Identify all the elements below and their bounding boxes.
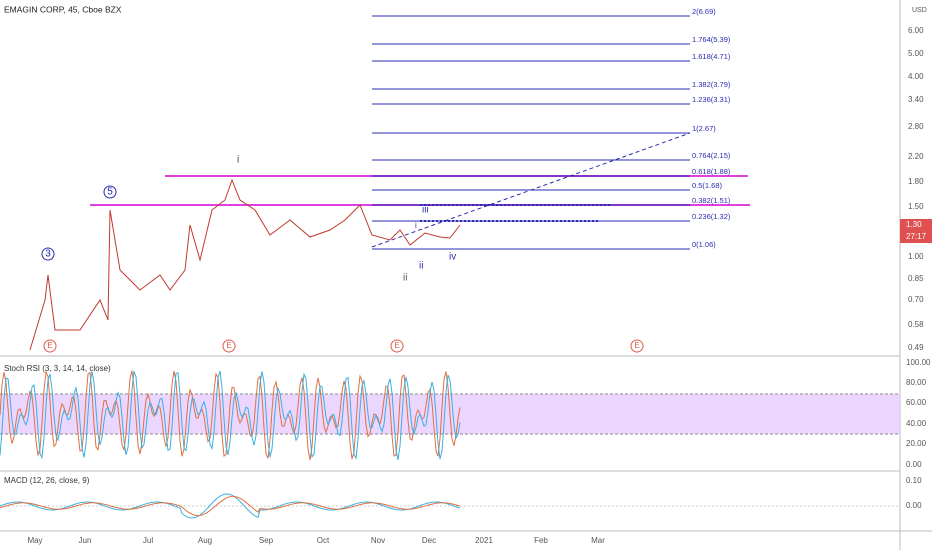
event-marker [630, 339, 644, 353]
fib-label: 0.618(1.88) [692, 167, 731, 176]
fib-label: 0.382(1.51) [692, 196, 731, 205]
event-marker [43, 339, 57, 353]
event-marker [222, 339, 236, 353]
price-tag [900, 219, 932, 231]
fib-label: 0.236(1.32) [692, 212, 731, 221]
stoch-axis-label: 80.00 [906, 378, 927, 387]
time-label: Dec [422, 536, 436, 545]
event-label: E [226, 341, 231, 350]
stoch-line [0, 369, 461, 461]
price-label: 4.00 [908, 72, 924, 81]
currency: USD [912, 7, 927, 14]
wave-label: 5 [107, 187, 113, 198]
stoch-axis-label: 0.00 [906, 460, 922, 469]
fib-label: 0.764(2.15) [692, 151, 731, 160]
time-label: Oct [317, 536, 330, 545]
fib-label: 0.5(1.68) [692, 181, 723, 190]
time-label: Nov [371, 536, 385, 545]
fib-label: 2(6.69) [692, 7, 716, 16]
price-label: 6.00 [908, 26, 924, 35]
fib-label: 1.618(4.71) [692, 52, 731, 61]
fib-label: 1(2.67) [692, 124, 716, 133]
price-label: 1.50 [908, 202, 924, 211]
stoch-line [0, 370, 461, 461]
time-label: Jul [143, 536, 153, 545]
stoch-axis-label: 60.00 [906, 398, 927, 407]
fib-label: 1.236(3.31) [692, 95, 731, 104]
price-label: 0.49 [908, 343, 924, 352]
price-label: 2.80 [908, 122, 924, 131]
indicator-label: Stoch RSI (3, 3, 14, 14, close) [4, 364, 111, 373]
macd-axis-label: 0.10 [906, 476, 922, 485]
price-label: 0.70 [908, 295, 924, 304]
wave-label: i [415, 221, 417, 230]
time-label: Jun [79, 536, 92, 545]
price-label: 1.80 [908, 177, 924, 186]
countdown: 27:17 [906, 232, 927, 241]
price-label: 2.20 [908, 152, 924, 161]
time-label: Feb [534, 536, 548, 545]
time-label: Aug [198, 536, 212, 545]
price-path [29, 178, 461, 351]
wave-label: i [237, 155, 239, 166]
signal-line [0, 495, 461, 517]
wave-label: iii [422, 205, 429, 216]
current-price: 1.30 [906, 220, 922, 229]
fib-label: 0(1.06) [692, 240, 716, 249]
wave-label: 3 [45, 249, 51, 260]
price-label: 0.58 [908, 320, 924, 329]
indicator-label: MACD (12, 26, close, 9) [4, 476, 90, 485]
symbol-title: EMAGIN CORP, 45, Cboe BZX [4, 4, 122, 14]
event-marker [390, 339, 404, 353]
price-label: 3.40 [908, 95, 924, 104]
macd-line [0, 493, 461, 519]
price-label: 0.85 [908, 274, 924, 283]
stoch-axis-label: 40.00 [906, 419, 927, 428]
stoch-axis-label: 100.00 [906, 358, 931, 367]
stoch-axis-label: 20.00 [906, 439, 927, 448]
event-label: E [634, 341, 639, 350]
time-label: Sep [259, 536, 274, 545]
wave-circle [41, 247, 55, 261]
time-label: 2021 [475, 536, 493, 545]
event-label: E [47, 341, 52, 350]
wave-label: iv [449, 252, 456, 263]
time-label: May [27, 536, 42, 545]
event-label: E [394, 341, 399, 350]
fib-label: 1.382(3.79) [692, 80, 731, 89]
price-label: 1.00 [908, 252, 924, 261]
wave-label: ii [403, 273, 407, 284]
price-label: 5.00 [908, 49, 924, 58]
fib-label: 1.764(5.39) [692, 35, 731, 44]
macd-axis-label: 0.00 [906, 501, 922, 510]
time-label: Mar [591, 536, 605, 545]
wave-circle [103, 185, 117, 199]
wave-label: ii [419, 261, 423, 272]
countdown-tag [900, 231, 932, 243]
